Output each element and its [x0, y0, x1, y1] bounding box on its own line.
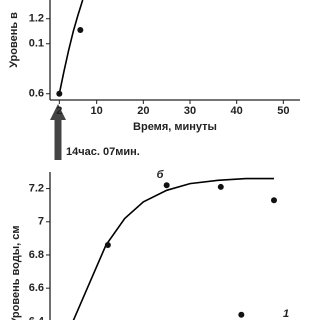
- curve: [58, 0, 84, 94]
- data-point: [217, 183, 224, 190]
- y-tick-label: 0.6: [29, 88, 44, 100]
- y-tick-label: 6.6: [29, 282, 44, 294]
- y-axis-label: Уровень в: [8, 12, 20, 68]
- y-tick-label: 1.2: [29, 13, 44, 25]
- data-point: [77, 27, 84, 33]
- data-point: [238, 311, 245, 318]
- y-tick-label: 7: [38, 216, 44, 228]
- y-tick-label: 6.4: [29, 315, 45, 320]
- x-tick-label: 10: [91, 105, 103, 117]
- arrow-head: [50, 104, 66, 120]
- x-tick-label: 50: [277, 105, 289, 117]
- series-label: 1: [283, 308, 289, 320]
- y-tick-label: 0.1: [29, 38, 44, 50]
- data-point: [104, 242, 111, 249]
- panel-label: б: [157, 169, 165, 181]
- x-axis-label: Время, минуты: [133, 121, 217, 133]
- x-tick-label: 30: [184, 105, 196, 117]
- y-axis-label: Уровень воды, см: [10, 226, 22, 320]
- x-tick-label: 40: [231, 105, 243, 117]
- y-tick-label: 7.2: [29, 183, 44, 195]
- y-tick-label: 6.8: [29, 249, 44, 261]
- x-tick-label: 20: [137, 105, 149, 117]
- data-point: [163, 182, 170, 189]
- x-tick-label: 2: [56, 105, 62, 117]
- curve: [72, 177, 274, 320]
- data-point: [271, 197, 277, 204]
- annotation: 14час. 07мин.: [66, 146, 140, 158]
- data-point: [56, 90, 63, 97]
